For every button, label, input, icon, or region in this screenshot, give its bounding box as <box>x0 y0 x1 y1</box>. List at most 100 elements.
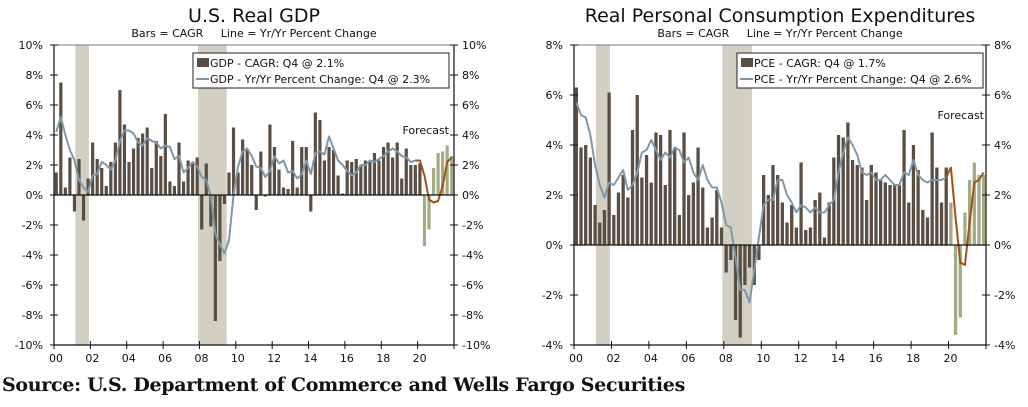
cagr-bar <box>250 165 254 195</box>
y-tick-label-right: 8% <box>462 69 479 82</box>
cagr-bar <box>621 175 625 245</box>
cagr-bar <box>663 185 667 245</box>
y-tick-label-left: -2% <box>22 219 43 232</box>
cagr-bar <box>272 147 277 195</box>
cagr-bar <box>729 245 733 260</box>
x-tick-label: 20 <box>413 352 427 365</box>
cagr-bar <box>719 227 724 245</box>
cagr-bar <box>813 200 817 245</box>
cagr-bar <box>897 185 902 245</box>
y-tick-label-right: 6% <box>994 89 1011 102</box>
forecast-bar <box>949 202 953 245</box>
y-tick-label-right: -10% <box>462 339 490 352</box>
cagr-bar <box>682 132 686 245</box>
cagr-bar <box>386 142 390 195</box>
cagr-bar <box>91 142 95 195</box>
cagr-bar <box>63 187 67 195</box>
cagr-bar <box>95 159 99 195</box>
gdp-chart: -10% -10% -8% -8% -6% -6% -4% -4% -2% -2% 0% 0% 2% 2%… <box>15 39 491 365</box>
cagr-bar <box>888 185 892 245</box>
cagr-bar <box>341 193 345 195</box>
x-tick-label: 06 <box>158 352 172 365</box>
cagr-bar <box>935 167 939 245</box>
cagr-bar <box>785 222 789 245</box>
cagr-bar <box>231 127 236 195</box>
cagr-bar <box>818 192 822 245</box>
source-note: Source: U.S. Department of Commerce and … <box>2 374 685 396</box>
cagr-bar <box>715 190 719 245</box>
cagr-bar <box>733 245 738 320</box>
cagr-bar <box>322 160 327 195</box>
cagr-bar <box>705 227 710 245</box>
cagr-bar <box>925 217 930 245</box>
cagr-bar <box>113 142 117 195</box>
forecast-bar <box>436 153 440 195</box>
cagr-bar <box>413 165 417 195</box>
cagr-bar <box>236 172 240 195</box>
forecast-bar <box>963 212 967 245</box>
cagr-bar <box>418 163 422 195</box>
x-tick-label: 02 <box>85 352 99 365</box>
charts-canvas: -10% -10% -8% -8% -6% -6% -4% -4% -2% -2% 0% 0% 2% 2%… <box>15 39 1016 365</box>
x-tick-label: 10 <box>231 352 245 365</box>
cagr-bar <box>281 187 286 195</box>
x-tick-label: 04 <box>122 352 136 365</box>
cagr-bar <box>409 165 413 195</box>
legend-bar-swatch <box>197 58 209 67</box>
cagr-bar <box>136 138 140 195</box>
pce-chart: -4% -4% -2% -2% 0% 0% 2% 2% 4% 4% 6% 6% 8% 8% 00 02 04 06… <box>542 39 1016 365</box>
cagr-bar <box>381 147 386 195</box>
cagr-bar <box>644 155 649 245</box>
cagr-bar <box>391 157 395 195</box>
pce-chart-subtitle: Bars = CAGR Line = Yr/Yr Percent Change <box>657 27 903 40</box>
forecast-annotation: Forecast <box>937 109 984 122</box>
cagr-bar <box>141 133 145 195</box>
cagr-bar <box>766 195 770 245</box>
yoy-forecast-line <box>945 166 985 266</box>
cagr-bar <box>677 215 681 245</box>
cagr-bar <box>404 148 408 195</box>
cagr-bar <box>168 181 172 195</box>
cagr-bar <box>673 147 677 245</box>
cagr-bar <box>860 167 864 245</box>
forecast-bar <box>953 245 958 335</box>
x-tick-label: 18 <box>376 352 390 365</box>
cagr-bar <box>72 195 77 212</box>
cagr-bar <box>127 162 131 195</box>
x-tick-label: 14 <box>831 352 845 365</box>
cagr-bar <box>616 192 621 245</box>
cagr-bar <box>874 172 878 245</box>
cagr-bar <box>757 245 761 260</box>
cagr-bar <box>350 162 354 195</box>
cagr-bar <box>654 132 658 245</box>
y-tick-label-left: -10% <box>15 339 43 352</box>
cagr-bar <box>377 160 381 195</box>
y-tick-label-right: 4% <box>462 129 479 142</box>
cagr-bar <box>855 165 859 245</box>
pce-chart-title: Real Personal Consumption Expenditures <box>584 5 976 27</box>
y-tick-label-right: -8% <box>462 309 483 322</box>
x-tick-label: 18 <box>906 352 920 365</box>
forecast-bar <box>972 162 976 245</box>
y-tick-label-right: 2% <box>994 189 1011 202</box>
cagr-bar <box>780 202 784 245</box>
cagr-bar <box>916 170 920 245</box>
x-tick-label: 00 <box>49 352 63 365</box>
cagr-bar <box>263 195 267 197</box>
cagr-bar <box>54 172 58 195</box>
cagr-bar <box>869 165 873 245</box>
cagr-bar <box>822 237 827 245</box>
cagr-bar <box>574 87 578 245</box>
x-tick-label: 08 <box>719 352 733 365</box>
cagr-bar <box>841 137 845 245</box>
y-tick-label-right: 6% <box>462 99 479 112</box>
x-tick-label: 04 <box>644 352 658 365</box>
cagr-bar <box>593 205 597 245</box>
cagr-bar <box>939 202 944 245</box>
cagr-bar <box>930 132 934 245</box>
cagr-bar <box>150 168 154 195</box>
cagr-bar <box>318 120 322 195</box>
cagr-bar <box>827 202 831 245</box>
cagr-bar <box>771 165 775 245</box>
cagr-bar <box>331 150 336 195</box>
